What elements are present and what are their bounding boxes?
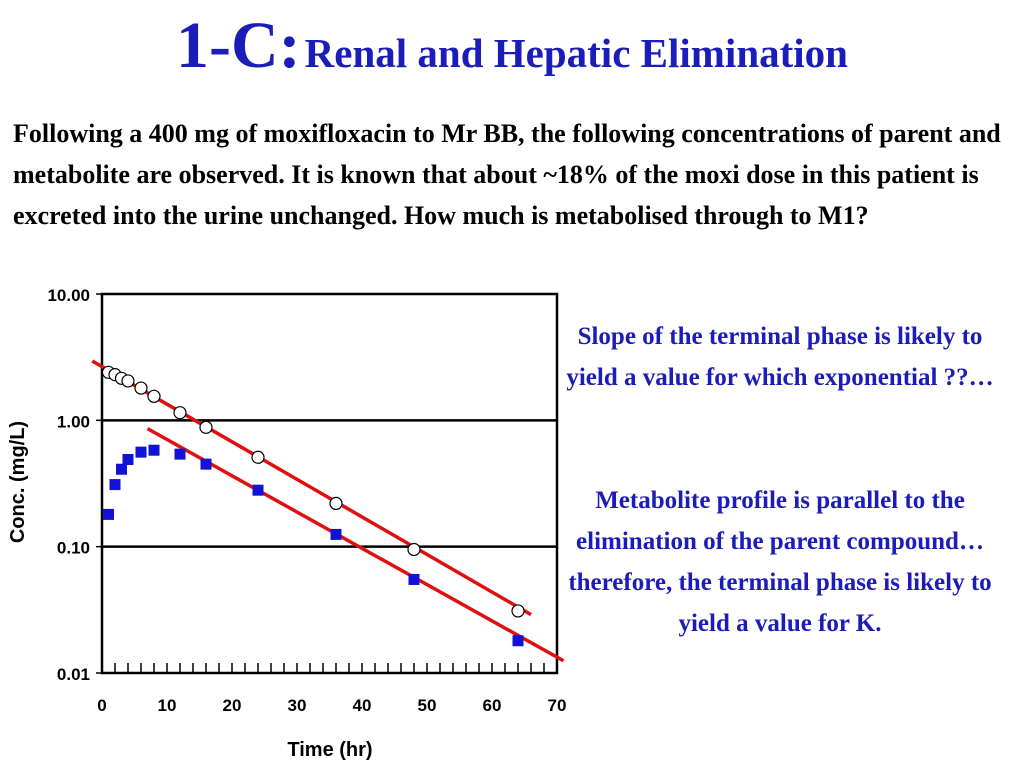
- y-tick-label: 1.00: [57, 412, 90, 431]
- x-tick-label: 70: [548, 696, 567, 715]
- metabolite-point: [200, 458, 212, 470]
- x-axis-ticks: 0 10 20 30 40 50 60 70: [97, 663, 566, 715]
- fit-lines: [91, 359, 565, 663]
- y-tick-label: 0.01: [57, 665, 90, 684]
- parent-point: [407, 542, 421, 557]
- x-tick-label: 0: [97, 696, 106, 715]
- gridlines: [102, 419, 557, 548]
- parent-point: [251, 450, 265, 464]
- metabolite-point: [109, 479, 121, 491]
- x-tick-label: 40: [353, 696, 372, 715]
- parent-point: [329, 496, 343, 511]
- y-axis-label: Conc. (mg/L): [7, 421, 29, 543]
- slope-note: Slope of the terminal phase is likely to…: [566, 323, 994, 391]
- metabolite-point: [408, 573, 420, 585]
- x-axis-label: Time (hr): [287, 739, 372, 761]
- slide-title: 1-C: Renal and Hepatic Elimination: [0, 8, 1024, 84]
- fit-line: [91, 359, 532, 617]
- y-tick-label: 10.00: [47, 286, 90, 305]
- question-text: Following a 400 mg of moxifloxacin to Mr…: [13, 119, 1001, 230]
- title-number: 1-C:: [176, 9, 301, 82]
- parent-point: [511, 604, 525, 618]
- parent-point: [121, 374, 135, 388]
- y-tick-label: 0.10: [57, 539, 90, 558]
- metabolite-point: [103, 508, 114, 520]
- metabolite-point: [330, 528, 342, 540]
- y-axis-ticks: 10.00 1.00 0.10 0.01: [47, 286, 102, 684]
- metabolite-point: [148, 444, 160, 456]
- plot-frame: [100, 292, 559, 675]
- parent-point: [199, 420, 213, 434]
- fit-line: [146, 427, 565, 663]
- title-text: Renal and Hepatic Elimination: [304, 30, 848, 76]
- x-tick-label: 30: [288, 696, 307, 715]
- data-points: [101, 365, 525, 647]
- metabolite-note: Metabolite profile is parallel to the el…: [568, 487, 992, 637]
- concentration-time-chart: 10.00 1.00 0.10 0.01 0 10 20 30 40 50 60 70 Time (…: [7, 286, 566, 761]
- x-tick-label: 10: [158, 696, 177, 715]
- metabolite-point: [122, 453, 134, 465]
- parent-point: [134, 381, 148, 395]
- metabolite-point: [174, 448, 186, 460]
- x-tick-label: 60: [483, 696, 502, 715]
- metabolite-point: [252, 484, 264, 496]
- x-tick-label: 20: [223, 696, 242, 715]
- metabolite-point: [135, 446, 147, 458]
- x-tick-label: 50: [418, 696, 437, 715]
- parent-point: [147, 389, 161, 403]
- metabolite-point: [116, 463, 127, 475]
- parent-point: [173, 406, 187, 420]
- metabolite-point: [512, 635, 524, 647]
